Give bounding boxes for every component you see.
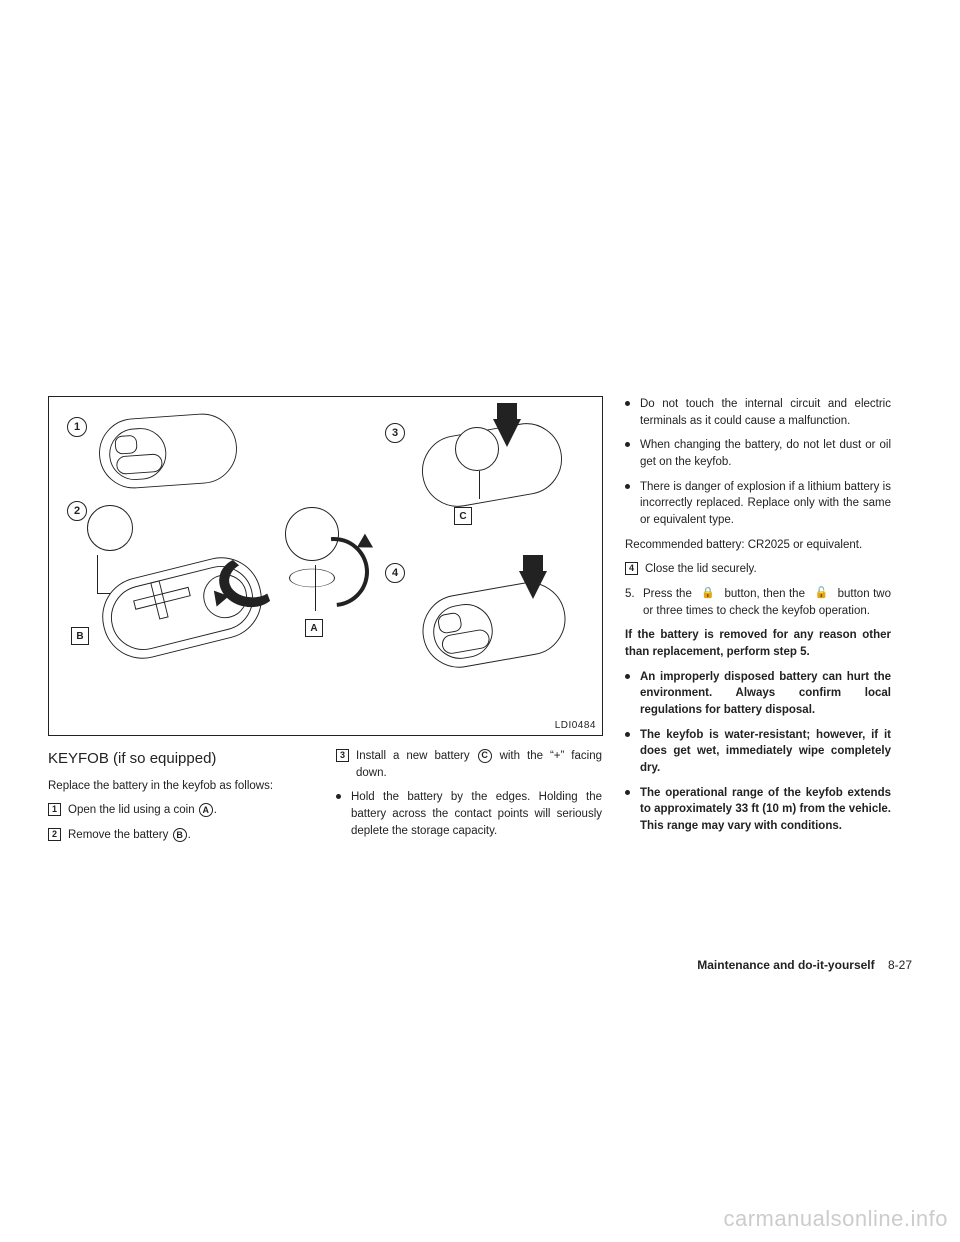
r-bullet-3: There is danger of explosion if a lithiu… bbox=[625, 479, 891, 529]
step-4-marker: 4 bbox=[625, 562, 638, 575]
subheading: KEYFOB (if so equipped) bbox=[48, 748, 314, 770]
fob-btn-small bbox=[114, 435, 137, 455]
r-bullet-1: Do not touch the internal circuit and el… bbox=[625, 396, 891, 429]
footer-section: Maintenance and do-it-yourself bbox=[697, 958, 874, 972]
fob4-button-area bbox=[429, 600, 497, 663]
bold-note: If the battery is removed for any reason… bbox=[625, 627, 891, 660]
bullet-dot-icon bbox=[625, 674, 630, 679]
leader-c-v bbox=[479, 471, 480, 499]
recommended-battery: Recommended battery: CR2025 or equivalen… bbox=[625, 537, 891, 554]
arrow3-head bbox=[493, 419, 521, 447]
bullet-hold-edges: Hold the battery by the edges. Holding t… bbox=[336, 789, 602, 839]
figure-code: LDI0484 bbox=[555, 720, 596, 731]
step-5-number: 5. bbox=[625, 586, 643, 619]
left-block: 1 2 B A bbox=[48, 396, 603, 956]
rb-bold-1-text: An improperly disposed battery can hurt … bbox=[640, 669, 891, 719]
under-col-left: KEYFOB (if so equipped) Replace the batt… bbox=[48, 748, 314, 852]
step-4-text: Close the lid securely. bbox=[645, 561, 891, 578]
step-3-text: Install a new battery C with the “+” fac… bbox=[356, 748, 602, 781]
callout-C: C bbox=[454, 507, 472, 525]
step-5-row: 5. Press the 🔒 button, then the 🔓 button… bbox=[625, 586, 891, 619]
page-footer: Maintenance and do-it-yourself 8-27 bbox=[697, 958, 912, 972]
keyfob-figure: 1 2 B A bbox=[48, 396, 603, 736]
r-bullet-1-text: Do not touch the internal circuit and el… bbox=[640, 396, 891, 429]
r-bullet-2-text: When changing the battery, do not let du… bbox=[640, 437, 891, 470]
under-col-right: 3 Install a new battery C with the “+” f… bbox=[336, 748, 602, 852]
inline-B: B bbox=[173, 828, 187, 842]
fob-btn-large bbox=[116, 453, 163, 475]
bullet-hold-edges-text: Hold the battery by the edges. Holding t… bbox=[351, 789, 602, 839]
bullet-dot-icon bbox=[625, 484, 630, 489]
step-3-row: 3 Install a new battery C with the “+” f… bbox=[336, 748, 602, 781]
inline-A: A bbox=[199, 803, 213, 817]
bullet-dot-icon bbox=[625, 790, 630, 795]
rb-bold-3: The operational range of the keyfob exte… bbox=[625, 785, 891, 835]
rb-bold-2-text: The keyfob is water-resistant; however, … bbox=[640, 727, 891, 777]
arrow4-head bbox=[519, 571, 547, 599]
leader-b-v bbox=[97, 555, 98, 593]
step-1-marker: 1 bbox=[48, 803, 61, 816]
step-1-text: Open the lid using a coin A. bbox=[68, 802, 314, 819]
rb-bold-1: An improperly disposed battery can hurt … bbox=[625, 669, 891, 719]
callout-A: A bbox=[305, 619, 323, 637]
step-2-marker: 2 bbox=[48, 828, 61, 841]
fob-closed-4 bbox=[417, 577, 571, 674]
footer-page: 8-27 bbox=[888, 958, 912, 972]
step-4-row: 4 Close the lid securely. bbox=[625, 561, 891, 578]
r-bullet-2: When changing the battery, do not let du… bbox=[625, 437, 891, 470]
lock-icon: 🔒 bbox=[701, 586, 715, 602]
step-2-text: Remove the battery B. bbox=[68, 827, 314, 844]
intro-text: Replace the battery in the keyfob as fol… bbox=[48, 778, 314, 795]
columns-under-figure: KEYFOB (if so equipped) Replace the batt… bbox=[48, 748, 603, 852]
coin-icon bbox=[87, 505, 133, 551]
fob4-btn-small bbox=[437, 612, 463, 635]
fob-button-area bbox=[108, 426, 168, 481]
callout-3: 3 bbox=[385, 423, 405, 443]
rb-bold-3-text: The operational range of the keyfob exte… bbox=[640, 785, 891, 835]
step-5-text: Press the 🔒 button, then the 🔓 button tw… bbox=[643, 586, 891, 619]
callout-2: 2 bbox=[67, 501, 87, 521]
rb-bold-2: The keyfob is water-resistant; however, … bbox=[625, 727, 891, 777]
watermark: carmanualsonline.info bbox=[723, 1206, 948, 1232]
step-1-row: 1 Open the lid using a coin A. bbox=[48, 802, 314, 819]
r-bullet-3-text: There is danger of explosion if a lithiu… bbox=[640, 479, 891, 529]
callout-1: 1 bbox=[67, 417, 87, 437]
unlock-icon: 🔓 bbox=[814, 586, 828, 602]
callout-B: B bbox=[71, 627, 89, 645]
step-2-row: 2 Remove the battery B. bbox=[48, 827, 314, 844]
bullet-dot-icon bbox=[336, 794, 341, 799]
step5-mid: button, then the bbox=[725, 588, 805, 600]
right-column: Do not touch the internal circuit and el… bbox=[625, 396, 891, 956]
callout-4: 4 bbox=[385, 563, 405, 583]
fob-closed-1 bbox=[97, 411, 240, 490]
step-3-marker: 3 bbox=[336, 749, 349, 762]
inline-C: C bbox=[478, 749, 492, 763]
step5-pre: Press the bbox=[643, 588, 692, 600]
content-area: 1 2 B A bbox=[48, 396, 912, 956]
bullet-dot-icon bbox=[625, 732, 630, 737]
bullet-dot-icon bbox=[625, 401, 630, 406]
bullet-dot-icon bbox=[625, 442, 630, 447]
